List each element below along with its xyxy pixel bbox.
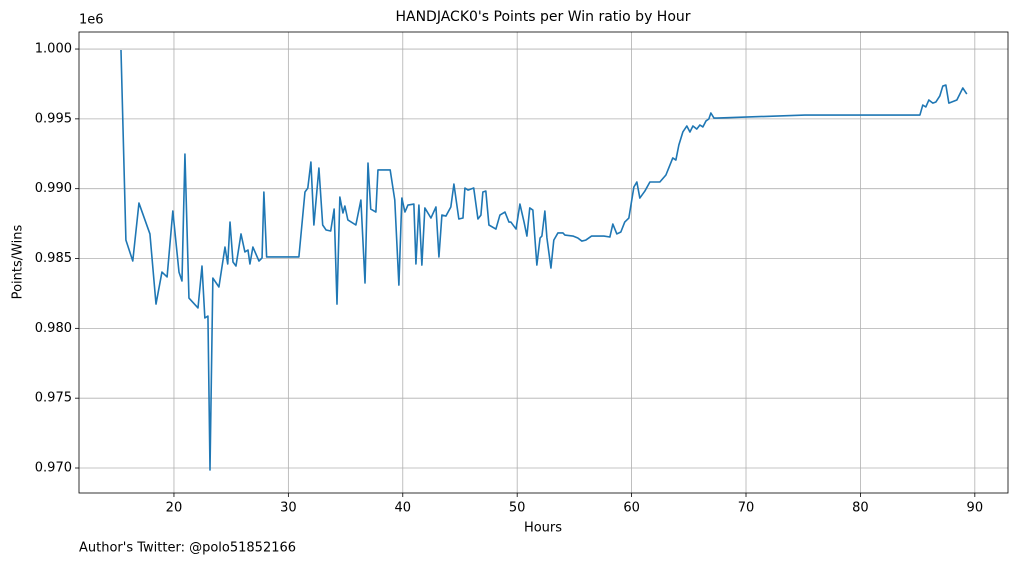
x-tick-label: 40 xyxy=(395,501,412,516)
x-axis-label: Hours xyxy=(524,521,562,536)
x-tick-label: 60 xyxy=(623,501,640,516)
x-tick-label: 80 xyxy=(852,501,869,516)
chart-title: HANDJACK0's Points per Win ratio by Hour xyxy=(395,9,690,25)
y-tick-label: 0.995 xyxy=(35,111,72,126)
y-tick-label: 0.990 xyxy=(35,181,72,196)
y-tick-label: 0.970 xyxy=(35,461,72,476)
x-tick-label: 50 xyxy=(509,501,526,516)
x-tick-label: 20 xyxy=(166,501,183,516)
y-tick-label: 0.975 xyxy=(35,391,72,406)
y-tick-label: 0.985 xyxy=(35,251,72,266)
line xyxy=(120,49,968,471)
y-offset-label: 1e6 xyxy=(79,13,104,28)
x-tick-label: 90 xyxy=(967,501,984,516)
footer: Author's Twitter: @polo51852166 xyxy=(79,541,296,556)
x-tick-label: 70 xyxy=(738,501,755,516)
y-axis-label: Points/Wins xyxy=(11,224,26,299)
plot-frame xyxy=(78,31,1009,494)
y-tick-label: 1.000 xyxy=(35,42,72,57)
y-tick-label: 0.980 xyxy=(35,321,72,336)
x-tick-label: 30 xyxy=(280,501,297,516)
